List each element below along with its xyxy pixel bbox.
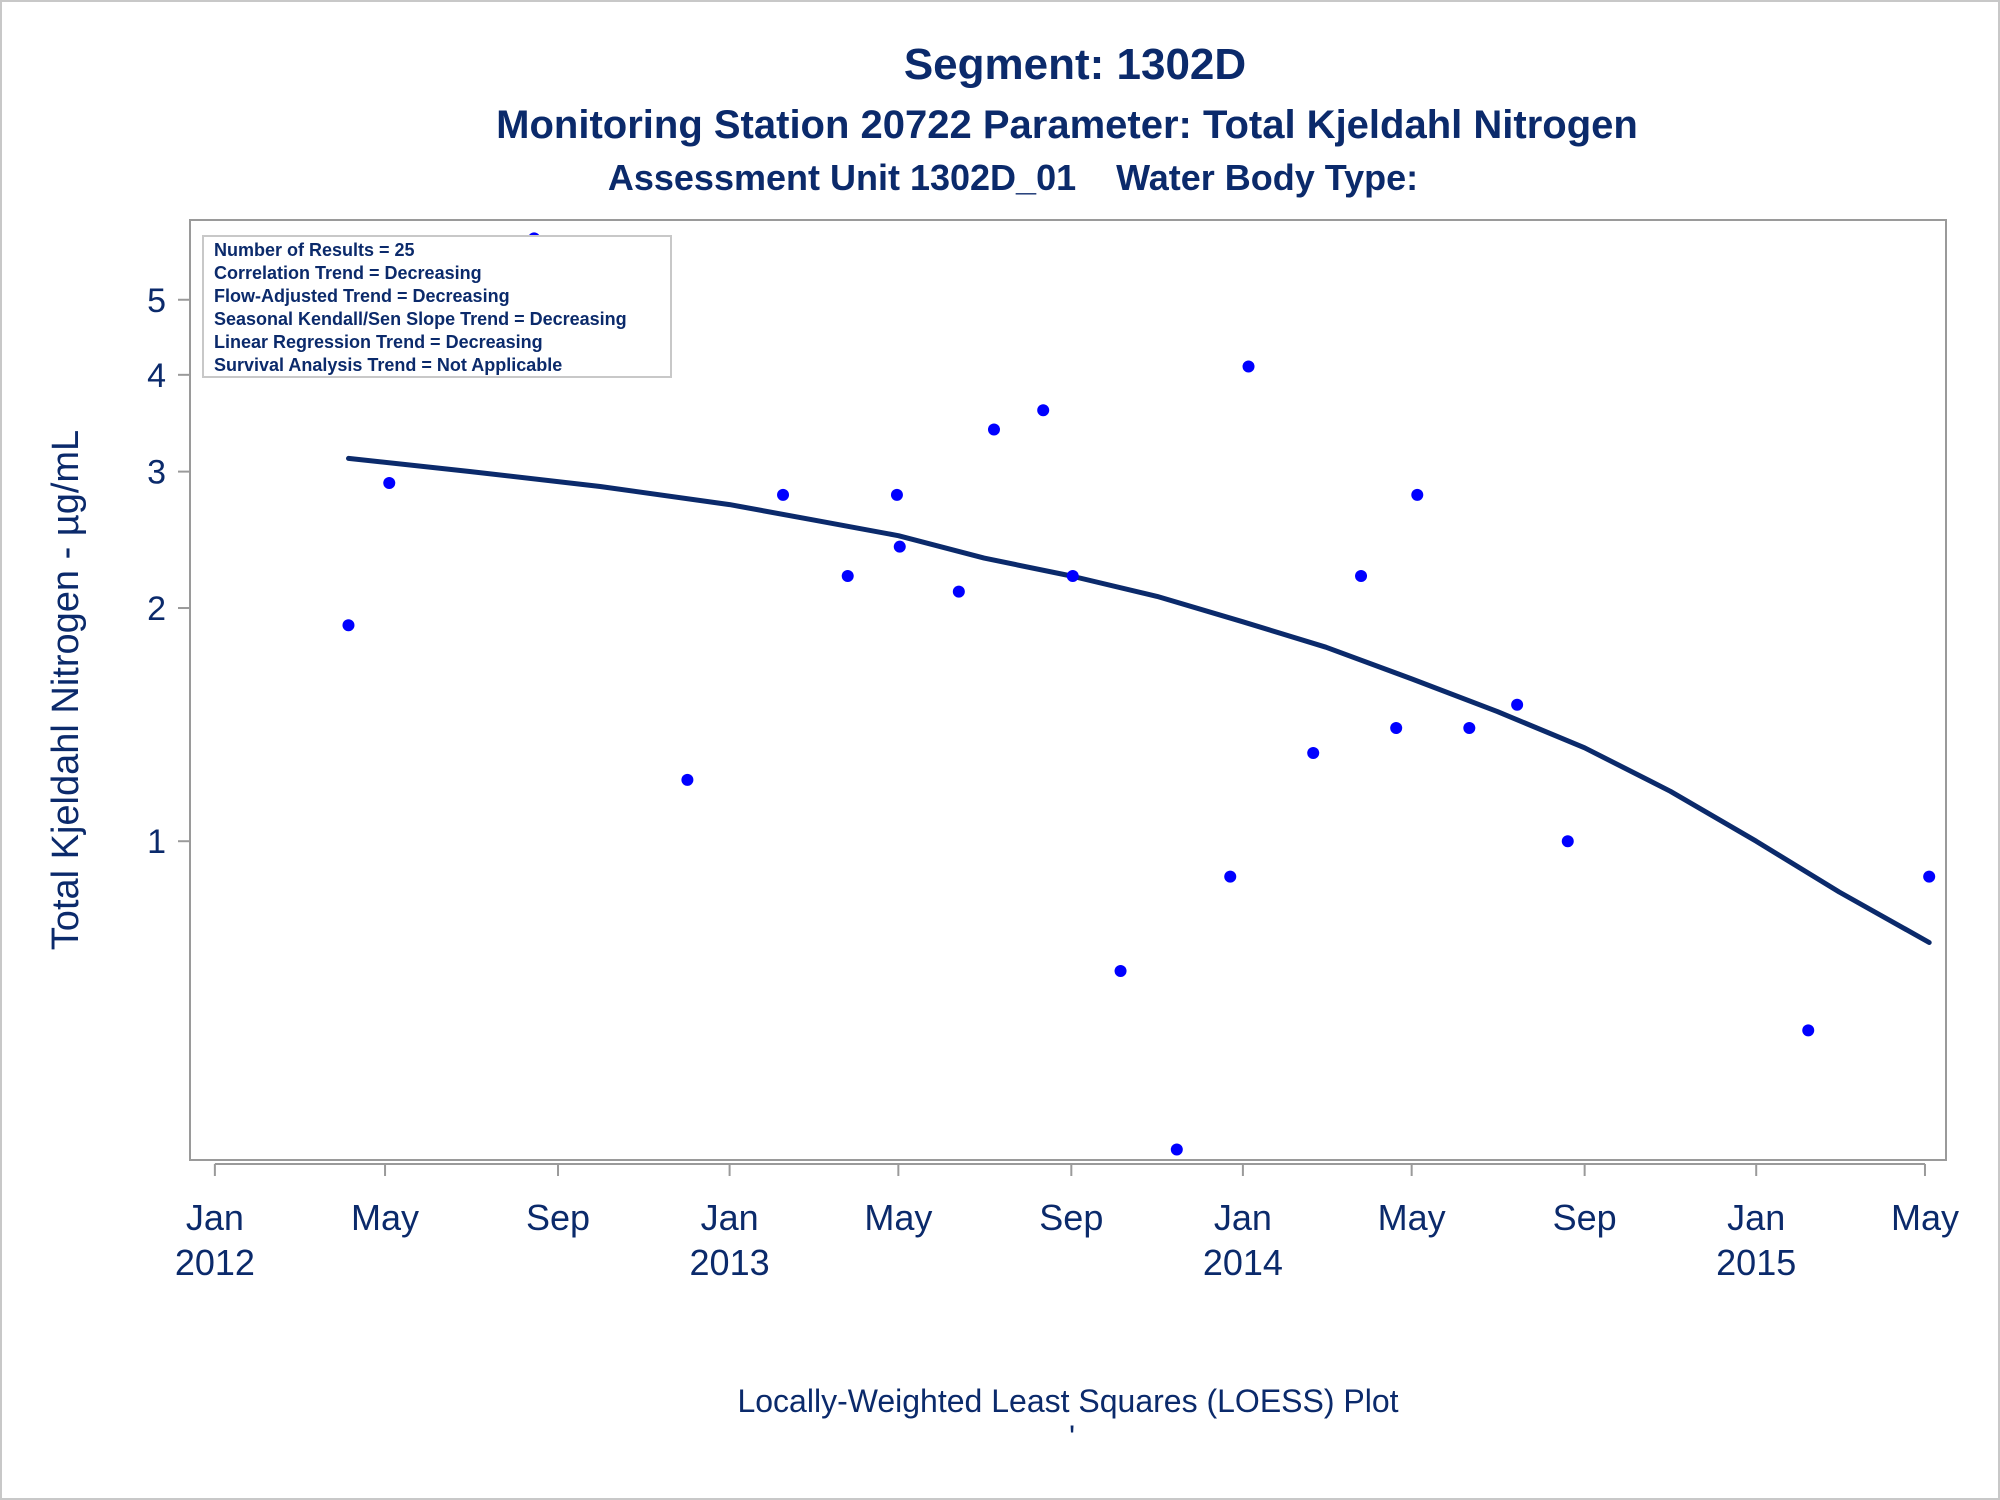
stats-box: Number of Results = 25 Correlation Trend…: [202, 235, 672, 378]
x-tick-label: Jan: [186, 1197, 244, 1238]
stats-line-correlation: Correlation Trend = Decreasing: [214, 263, 482, 283]
y-tick-label: 2: [147, 590, 166, 628]
x-tick-label: Jan: [1214, 1197, 1272, 1238]
data-point: [987, 423, 1000, 436]
data-point: [342, 619, 355, 632]
data-point: [1066, 569, 1079, 582]
data-point: [890, 488, 903, 501]
data-point: [893, 540, 906, 553]
data-point: [1037, 404, 1050, 417]
data-point: [952, 585, 965, 598]
stats-line-flow-adjusted: Flow-Adjusted Trend = Decreasing: [214, 286, 510, 306]
x-tick-label: Sep: [526, 1197, 590, 1238]
chart-subtitle-2: Assessment Unit 1302D_01 Water Body Type…: [608, 157, 1418, 198]
y-axis: 1 2 3 4 5: [147, 282, 190, 861]
x-tick-label: May: [351, 1197, 419, 1238]
x-tick-label: May: [864, 1197, 932, 1238]
x-tick-label: May: [1378, 1197, 1446, 1238]
data-point: [1511, 698, 1524, 711]
stats-line-results: Number of Results = 25: [214, 240, 415, 260]
loess-line: [346, 455, 1932, 945]
y-tick-label: 1: [147, 823, 166, 861]
data-point: [1411, 488, 1424, 501]
x-tick-year-label: 2015: [1716, 1242, 1796, 1283]
data-point: [383, 477, 396, 490]
data-point: [1802, 1024, 1815, 1037]
points-layer: [342, 232, 1936, 1156]
stats-box-border: [202, 235, 672, 378]
x-tick-label: Sep: [1553, 1197, 1617, 1238]
data-point: [777, 488, 790, 501]
data-point: [1923, 870, 1936, 883]
stats-line-survival-analysis: Survival Analysis Trend = Not Applicable: [214, 355, 562, 375]
stats-line-seasonal-kendall: Seasonal Kendall/Sen Slope Trend = Decre…: [214, 309, 627, 329]
y-axis-label: Total Kjeldahl Nitrogen - µg/mL: [45, 430, 87, 950]
data-point: [1307, 746, 1320, 759]
data-point: [1463, 722, 1476, 735]
stats-line-linear-regression: Linear Regression Trend = Decreasing: [214, 332, 543, 352]
loess-layer: [346, 455, 1932, 945]
data-point: [681, 773, 694, 786]
chart-subtitle: Monitoring Station 20722 Parameter: Tota…: [496, 103, 1638, 147]
chart-title: Segment: 1302D: [904, 40, 1246, 89]
x-tick-label: Jan: [1727, 1197, 1785, 1238]
x-tick-year-label: 2014: [1203, 1242, 1283, 1283]
data-point: [1114, 964, 1127, 977]
data-point: [1242, 360, 1255, 373]
data-point: [1170, 1143, 1183, 1156]
x-tick-year-label: 2013: [690, 1242, 770, 1283]
x-tick-label: Sep: [1039, 1197, 1103, 1238]
y-tick-label: 5: [147, 282, 166, 320]
chart-footnote: Locally-Weighted Least Squares (LOESS) P…: [737, 1383, 1398, 1419]
x-tick-year-label: 2012: [175, 1242, 255, 1283]
data-point: [1390, 722, 1403, 735]
data-point: [841, 569, 854, 582]
y-tick-label: 4: [147, 357, 166, 395]
x-tick-label: May: [1891, 1197, 1959, 1238]
footnote-mark: ': [1069, 1419, 1075, 1455]
y-tick-label: 3: [147, 454, 166, 492]
data-point: [1355, 569, 1368, 582]
data-point: [1561, 835, 1574, 848]
data-point: [1224, 870, 1237, 883]
plot-area-frame: [189, 219, 1947, 1161]
x-tick-label: Jan: [701, 1197, 759, 1238]
